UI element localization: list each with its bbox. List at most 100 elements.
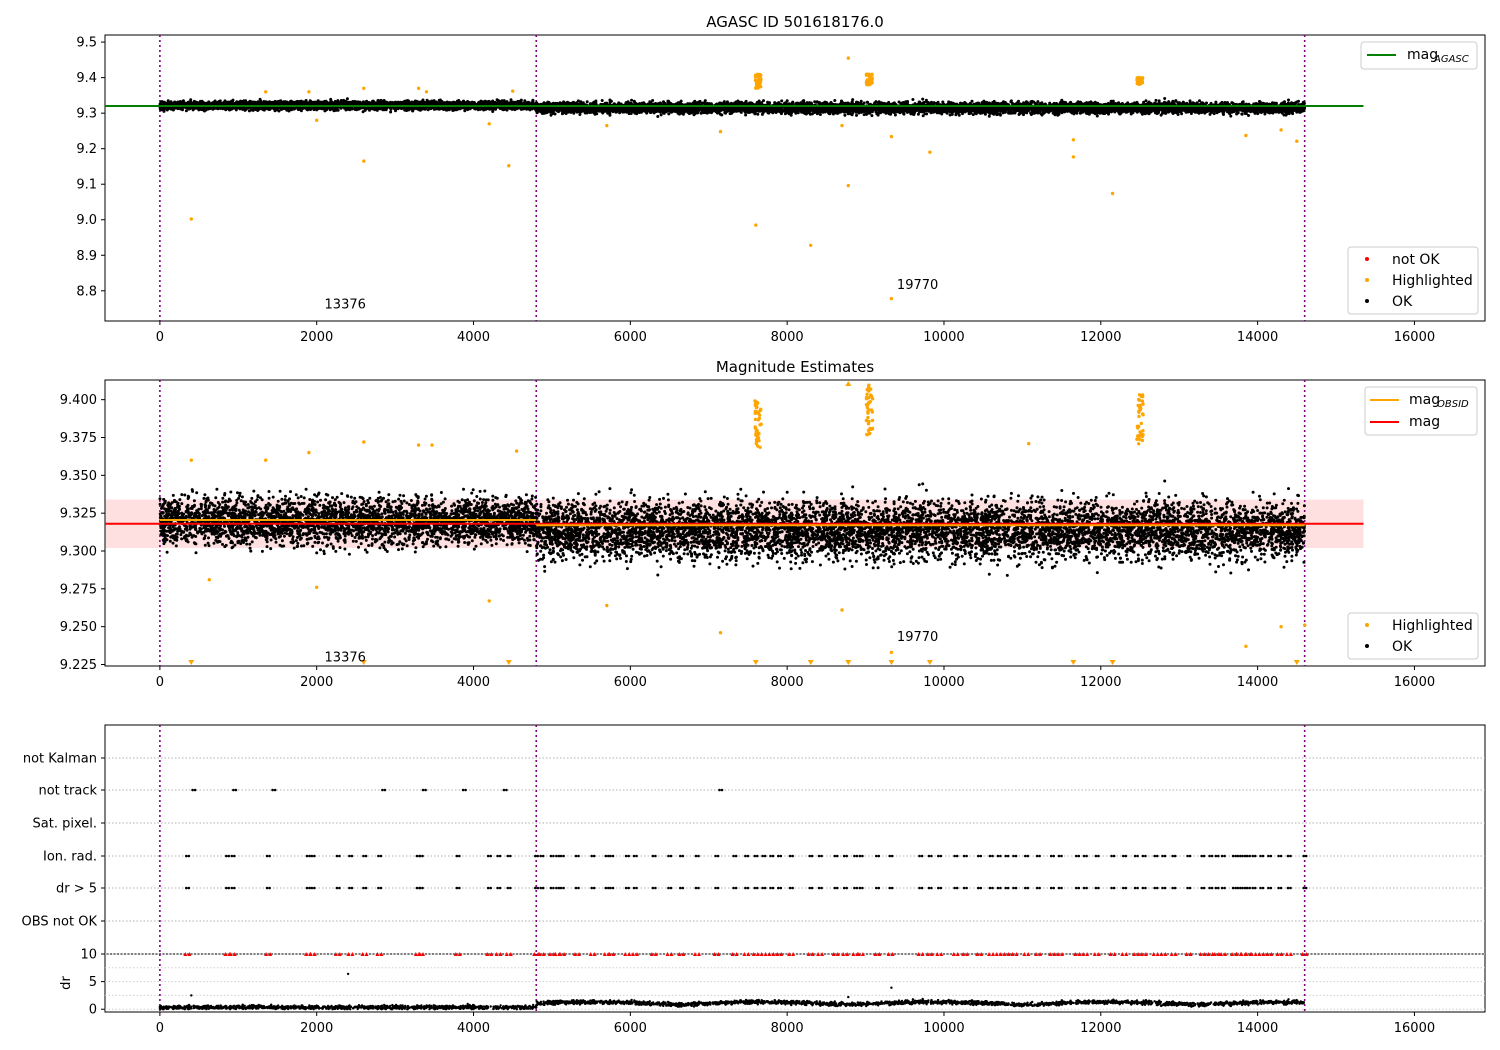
ok-point bbox=[299, 109, 303, 113]
ok-point bbox=[656, 115, 660, 118]
y-tick-label: 9.0 bbox=[76, 213, 97, 228]
ok-point bbox=[466, 102, 470, 106]
ok-point bbox=[273, 100, 277, 104]
y-tick-label: 9.2 bbox=[76, 142, 97, 157]
ok-point bbox=[405, 108, 409, 112]
y-tick-label: 9.1 bbox=[76, 178, 97, 193]
ok-point bbox=[323, 99, 327, 103]
ok-point bbox=[406, 100, 410, 104]
ok-point bbox=[191, 108, 195, 112]
ok-point bbox=[492, 102, 495, 106]
y-tick-label: 8.9 bbox=[76, 249, 97, 264]
ok-point bbox=[345, 97, 349, 101]
ok-point bbox=[193, 100, 197, 104]
ok-point bbox=[293, 107, 297, 111]
ok-point bbox=[438, 98, 442, 102]
ok-point bbox=[430, 99, 434, 103]
ok-point bbox=[458, 107, 462, 111]
ok-point bbox=[187, 107, 191, 111]
ok-point bbox=[242, 106, 246, 110]
ok-point bbox=[448, 101, 452, 104]
ok-point bbox=[472, 101, 476, 104]
y-tick-label: 9.4 bbox=[76, 71, 97, 86]
ok-point bbox=[304, 100, 308, 104]
ok-point bbox=[230, 102, 234, 106]
ok-point bbox=[340, 102, 344, 106]
ok-point bbox=[350, 107, 354, 111]
ok-point bbox=[253, 107, 257, 111]
ok-point bbox=[488, 107, 492, 111]
ok-point bbox=[282, 102, 286, 105]
ok-point bbox=[389, 110, 393, 114]
ok-point bbox=[441, 107, 445, 111]
ok-point bbox=[517, 99, 521, 103]
ok-point bbox=[164, 107, 168, 111]
ok-point bbox=[531, 100, 535, 103]
ok-point bbox=[292, 101, 296, 105]
x-tick-label: 2000 bbox=[300, 330, 333, 345]
ok-point bbox=[494, 101, 498, 105]
ok-point bbox=[298, 101, 302, 105]
x-tick-label: 16000 bbox=[1394, 330, 1435, 345]
ok-point bbox=[353, 107, 357, 111]
x-tick-label: 0 bbox=[156, 330, 164, 345]
ok-point bbox=[258, 97, 262, 101]
ok-point bbox=[176, 100, 180, 104]
ok-point bbox=[336, 101, 340, 105]
ok-point bbox=[500, 102, 504, 106]
ok-point bbox=[452, 108, 456, 112]
ok-point bbox=[483, 99, 487, 103]
ok-point bbox=[409, 101, 413, 105]
ok-point bbox=[356, 100, 360, 104]
ok-point bbox=[420, 107, 424, 111]
ok-point bbox=[486, 101, 490, 104]
ok-point bbox=[843, 113, 847, 117]
ok-point bbox=[261, 101, 265, 105]
ok-point bbox=[223, 100, 227, 104]
ok-point bbox=[515, 106, 519, 110]
ok-point bbox=[528, 101, 531, 105]
ok-point bbox=[162, 109, 166, 113]
ok-point bbox=[371, 99, 375, 103]
ok-point bbox=[411, 109, 415, 113]
ok-point bbox=[339, 99, 343, 102]
ok-point bbox=[377, 106, 380, 110]
ok-point bbox=[360, 101, 364, 105]
ok-point bbox=[491, 110, 495, 113]
ok-point bbox=[269, 106, 273, 110]
ok-point bbox=[428, 101, 431, 105]
ok-point bbox=[1163, 97, 1167, 100]
ok-point bbox=[389, 107, 393, 111]
y-tick-label: 9.3 bbox=[76, 107, 97, 122]
ok-point bbox=[432, 106, 436, 110]
top-plot-title: AGASC ID 501618176.0 bbox=[706, 13, 884, 31]
top-plot-frame bbox=[104, 34, 1486, 322]
ok-point bbox=[261, 106, 265, 110]
ok-series bbox=[158, 97, 1307, 118]
ok-point bbox=[421, 98, 425, 102]
ok-point bbox=[180, 100, 184, 104]
ok-point bbox=[286, 101, 290, 105]
ok-point bbox=[208, 101, 211, 105]
ok-point bbox=[333, 100, 337, 103]
ok-point bbox=[415, 101, 419, 105]
ok-point bbox=[214, 101, 217, 105]
x-tick-label: 12000 bbox=[1080, 330, 1121, 345]
ok-point bbox=[659, 113, 663, 117]
ok-point bbox=[289, 99, 293, 103]
ok-point bbox=[189, 101, 193, 105]
x-tick-label: 14000 bbox=[1237, 330, 1278, 345]
ok-point bbox=[329, 99, 333, 103]
ok-point bbox=[336, 99, 340, 103]
ok-point bbox=[224, 107, 228, 110]
x-tick-label: 6000 bbox=[614, 330, 647, 345]
ok-point bbox=[497, 99, 500, 103]
x-tick-label: 4000 bbox=[457, 330, 490, 345]
y-tick-label: 8.8 bbox=[76, 284, 97, 299]
ok-point bbox=[436, 101, 440, 105]
ok-point bbox=[211, 102, 215, 106]
ok-point bbox=[278, 101, 282, 104]
x-tick-label: 10000 bbox=[923, 330, 964, 345]
ok-point bbox=[351, 100, 355, 103]
